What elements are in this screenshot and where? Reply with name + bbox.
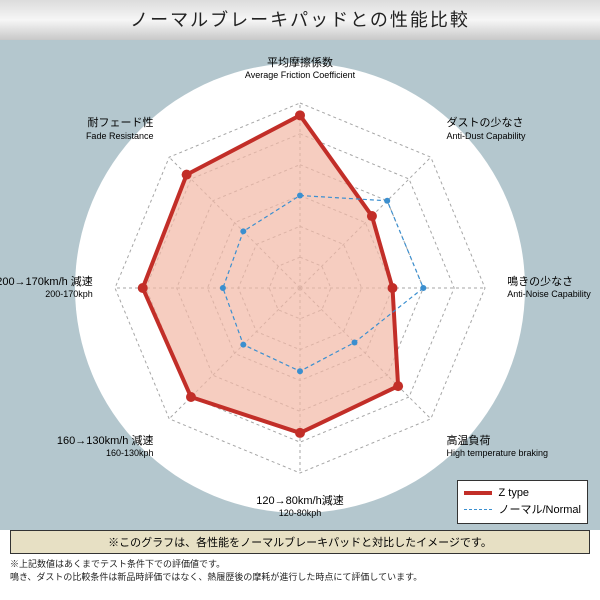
legend-row: Z type [464,487,581,499]
legend: Z type ノーマル/Normal [457,480,588,524]
axis-label: 200→170km/h 減速200-170kph [0,276,93,300]
axis-label: 160→130km/h 減速160-130kph [33,435,153,459]
legend-row: ノーマル/Normal [464,501,581,517]
page-title: ノーマルブレーキパッドとの性能比較 [0,0,600,40]
axis-label: 鳴きの少なさAnti-Noise Capability [507,276,600,300]
radar-chart: Z type ノーマル/Normal 平均摩擦係数Average Friction… [0,40,600,530]
footnotes: ※上記数値はあくまでテスト条件下での評価値です。鳴き、ダストの比較条件は新品時評… [10,558,590,583]
axis-label: 平均摩擦係数Average Friction Coefficient [240,57,360,81]
axis-label: ダストの少なさAnti-Dust Capability [447,117,567,141]
axis-label: 120→80km/h減速120-80kph [240,495,360,519]
axis-label: 耐フェード性Fade Resistance [33,117,153,141]
axis-label: 高温負荷High temperature braking [447,435,567,459]
caption: ※このグラフは、各性能をノーマルブレーキパッドと対比したイメージです。 [10,530,590,554]
